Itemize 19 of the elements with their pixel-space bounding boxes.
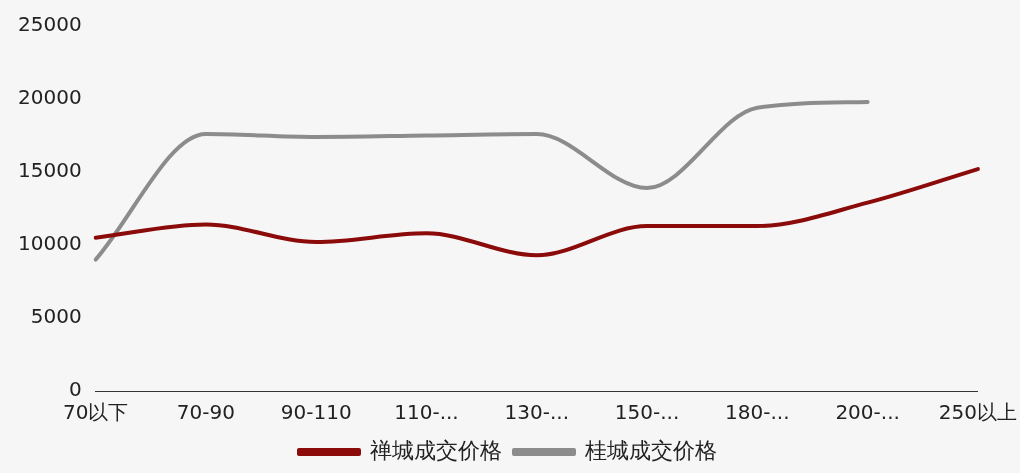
- y-tick-label: 15000: [18, 158, 82, 183]
- y-tick-label: 20000: [18, 85, 82, 110]
- x-tick-label: 110-...: [394, 400, 459, 425]
- x-tick-label: 180-...: [725, 400, 790, 425]
- x-tick-label: 70-90: [176, 400, 235, 425]
- x-tick-label: 70以下: [62, 400, 129, 425]
- x-tick-label: 90-110: [280, 400, 352, 425]
- x-tick-label: 200-...: [835, 400, 900, 425]
- line-series: [93, 167, 980, 258]
- x-tick-label: 150-...: [614, 400, 680, 425]
- y-tick-label: 25000: [18, 12, 82, 37]
- y-tick-label: 10000: [18, 231, 82, 256]
- legend-label: 禅城成交价格: [370, 437, 502, 463]
- x-tick-label: 130-...: [504, 400, 569, 425]
- x-tick-label: 250以上: [938, 400, 1018, 425]
- y-tick-label: 0: [68, 377, 82, 402]
- line-series: [93, 99, 870, 262]
- y-tick-label: 5000: [30, 304, 82, 329]
- legend-label: 桂城成交价格: [584, 437, 717, 463]
